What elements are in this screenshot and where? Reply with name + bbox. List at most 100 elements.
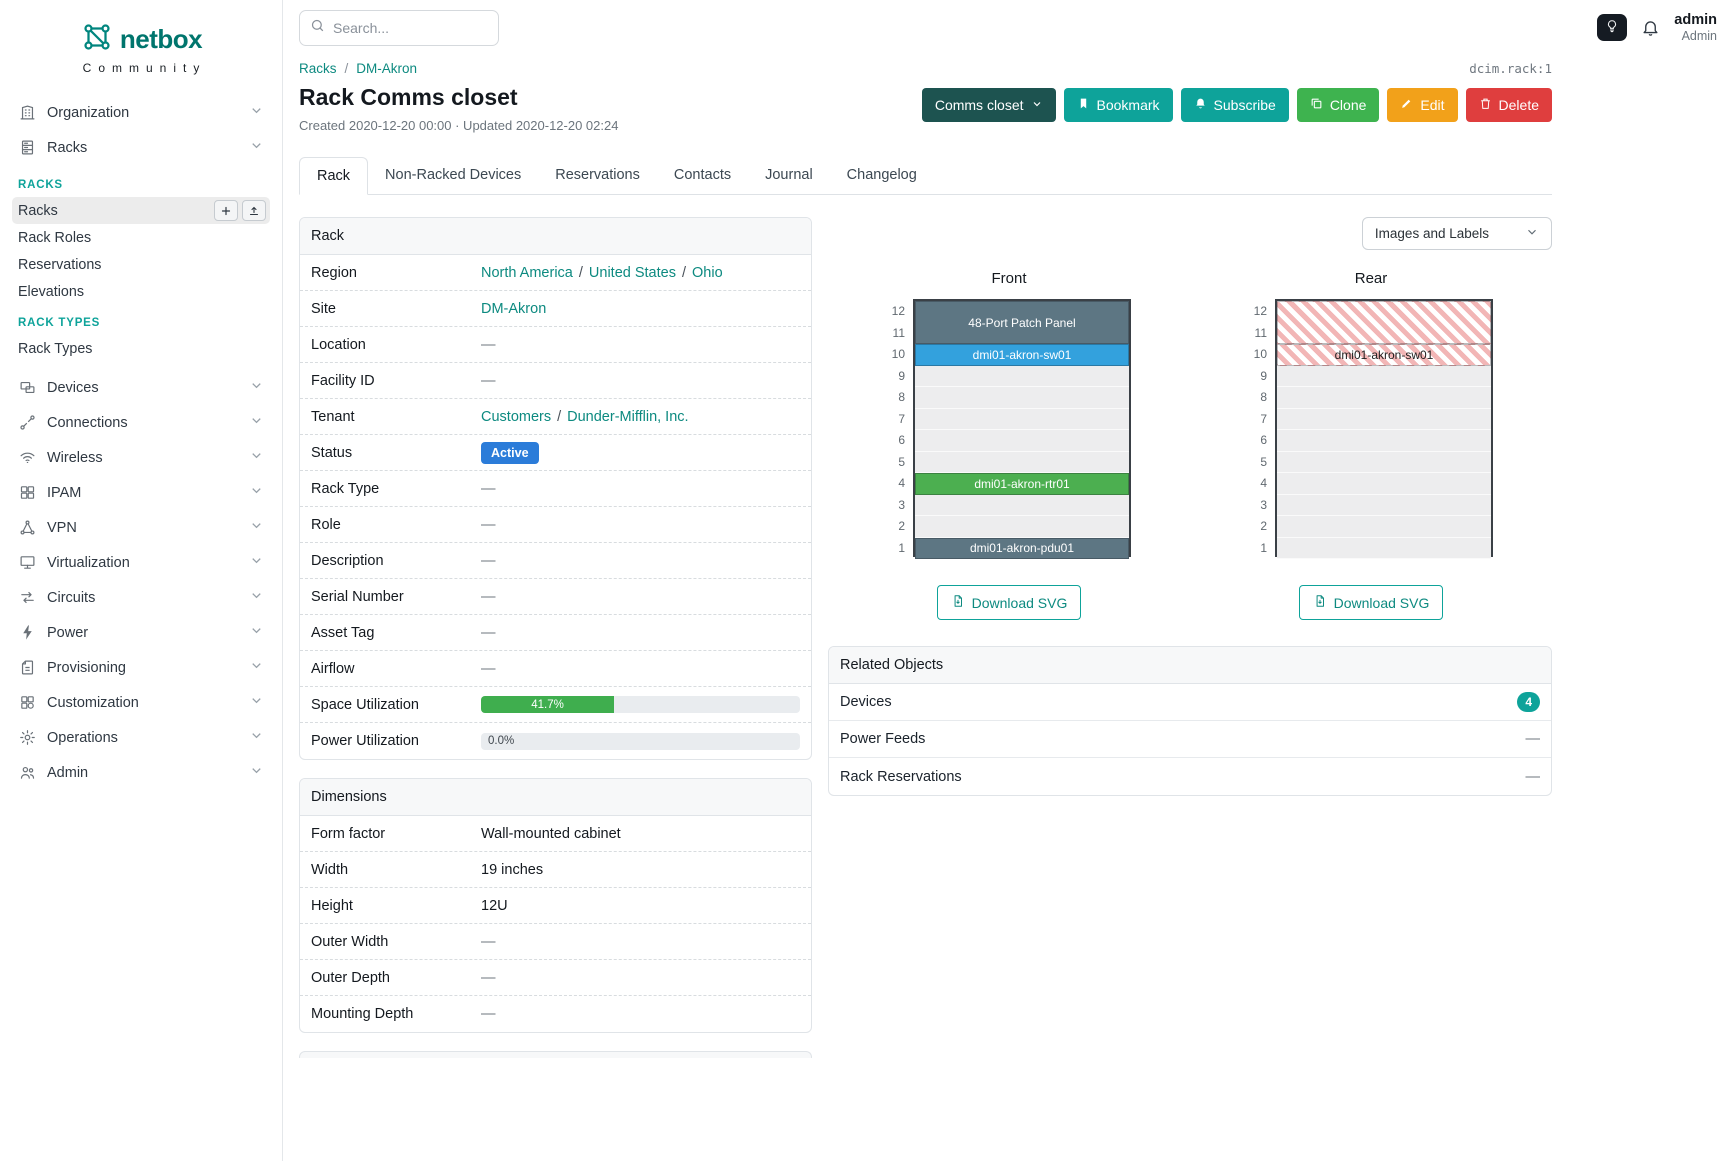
user-menu[interactable]: admin Admin [1674, 11, 1717, 45]
object-identifier: dcim.rack:1 [1469, 61, 1552, 76]
sidebar-item-virtualization[interactable]: Virtualization [12, 545, 270, 580]
rack-slot[interactable] [1277, 516, 1491, 538]
unit-number: 4 [898, 476, 905, 490]
rack-slot[interactable] [915, 408, 1129, 430]
rack-slot[interactable] [1277, 408, 1491, 430]
devices-icon [18, 379, 36, 396]
chevron-down-icon [249, 413, 264, 432]
rack-slot[interactable] [915, 430, 1129, 452]
sidebar-item-provisioning[interactable]: Provisioning [12, 650, 270, 685]
netbox-logo[interactable]: netbox Community [12, 14, 270, 85]
sidebar-item-racks[interactable]: Racks [12, 197, 270, 224]
rack-device[interactable]: dmi01-akron-sw01 [1277, 344, 1491, 366]
region-link[interactable]: United States [588, 264, 676, 281]
front-elevation: Front 12 11 10 9 8 7 6 5 4 3 2 1 48-Port Patch Pane… [828, 270, 1190, 620]
unit-number: 7 [1260, 411, 1267, 426]
edit-button[interactable]: Edit [1387, 88, 1458, 122]
notifications-bell-icon[interactable] [1641, 18, 1660, 37]
sidebar-item-label: Operations [47, 729, 118, 746]
rack-device[interactable]: dmi01-akron-pdu01 [915, 537, 1129, 559]
delete-button[interactable]: Delete [1465, 88, 1552, 122]
sidebar-item-vpn[interactable]: VPN [12, 510, 270, 545]
subnav-item-label: Elevations [18, 283, 84, 300]
sidebar-item-reservations[interactable]: Reservations [12, 251, 270, 278]
tab-contacts[interactable]: Contacts [673, 167, 732, 183]
copy-icon [1310, 97, 1323, 113]
sidebar-item-customization[interactable]: Customization [12, 685, 270, 720]
search-input[interactable] [333, 19, 473, 36]
clone-button[interactable]: Clone [1296, 88, 1380, 122]
unit-number: 8 [898, 390, 905, 404]
rack-slot[interactable] [915, 494, 1129, 516]
region-link[interactable]: Ohio [692, 264, 723, 281]
sidebar-item-devices[interactable]: Devices [12, 370, 270, 405]
region-link[interactable]: North America [481, 264, 573, 281]
sidebar-item-power[interactable]: Power [12, 615, 270, 650]
rack-slot[interactable] [1277, 494, 1491, 516]
related-row-power-feeds[interactable]: Power Feeds — [829, 721, 1551, 758]
related-row-devices[interactable]: Devices 4 [829, 684, 1551, 721]
theme-toggle-button[interactable] [1597, 14, 1628, 41]
tab-reservations[interactable]: Reservations [555, 167, 640, 183]
sidebar-item-ipam[interactable]: IPAM [12, 475, 270, 510]
breadcrumb-link-site[interactable]: DM-Akron [356, 61, 418, 76]
sidebar-item-racks-group[interactable]: Racks [12, 130, 270, 165]
rack-device[interactable]: 48-Port Patch Panel [915, 301, 1129, 344]
unit-number: 8 [1260, 390, 1267, 404]
rack-slot[interactable] [915, 365, 1129, 387]
chevron-down-icon [249, 553, 264, 572]
global-search[interactable] [299, 9, 499, 46]
tenant-group-link[interactable]: Customers [481, 408, 552, 425]
site-link[interactable]: DM-Akron [481, 300, 547, 317]
unit-number: 12 [1253, 304, 1267, 318]
unit-number: 9 [1260, 368, 1267, 383]
sidebar-item-elevations[interactable]: Elevations [12, 278, 270, 305]
breadcrumb-link-racks[interactable]: Racks [299, 61, 337, 76]
rack-slot[interactable] [915, 451, 1129, 473]
rack-device[interactable]: dmi01-akron-rtr01 [915, 473, 1129, 495]
tab-rack[interactable]: Rack [299, 157, 369, 195]
user-name: admin [1674, 11, 1717, 28]
tab-non-racked-devices[interactable]: Non-Racked Devices [385, 167, 522, 183]
category-icon [18, 694, 36, 711]
download-svg-front-button[interactable]: Download SVG [936, 585, 1082, 620]
rack-elevation-front: 48-Port Patch Panel dmi01-akron-sw01 dmi01… [913, 299, 1131, 559]
related-row-rack-reservations[interactable]: Rack Reservations — [840, 768, 1540, 785]
bookmark-button[interactable]: Bookmark [1063, 88, 1173, 122]
download-svg-rear-button[interactable]: Download SVG [1298, 585, 1444, 620]
chevron-down-icon [249, 588, 264, 607]
rack-device[interactable] [1277, 301, 1491, 344]
sidebar-item-admin[interactable]: Admin [12, 755, 270, 790]
rack-slot[interactable] [1277, 451, 1491, 473]
add-rack-button[interactable] [214, 200, 238, 221]
rack-slot[interactable] [1277, 387, 1491, 409]
sidebar-item-circuits[interactable]: Circuits [12, 580, 270, 615]
sidebar-item-organization[interactable]: Organization [12, 95, 270, 130]
tab-journal[interactable]: Journal [765, 167, 813, 183]
import-racks-button[interactable] [242, 200, 266, 221]
sidebar-item-connections[interactable]: Connections [12, 405, 270, 440]
sidebar-item-wireless[interactable]: Wireless [12, 440, 270, 475]
tenant-link[interactable]: Dunder-Mifflin, Inc. [567, 408, 689, 425]
rack-slot[interactable] [1277, 537, 1491, 559]
context-dropdown-button[interactable]: Comms closet [921, 88, 1056, 122]
field-row-facility-id: Facility ID — [300, 363, 811, 399]
elevation-view-select[interactable]: Images and Labels [1361, 217, 1552, 250]
subscribe-button[interactable]: Subscribe [1180, 88, 1289, 122]
field-row-mounting-depth: Mounting Depth — [311, 1006, 496, 1022]
rack-slot[interactable] [1277, 365, 1491, 387]
tab-changelog[interactable]: Changelog [846, 167, 917, 183]
rack-slot[interactable] [915, 516, 1129, 538]
sidebar-item-rack-roles[interactable]: Rack Roles [12, 224, 270, 251]
rack-slot[interactable] [1277, 430, 1491, 452]
rack-slot[interactable] [915, 387, 1129, 409]
rack-slot[interactable] [1277, 473, 1491, 495]
subnav-item-label: Rack Roles [18, 229, 92, 246]
rack-device[interactable]: dmi01-akron-sw01 [915, 344, 1129, 366]
breadcrumb-separator: / [344, 61, 349, 76]
sidebar-item-operations[interactable]: Operations [12, 720, 270, 755]
status-badge: Active [481, 441, 539, 464]
sidebar-item-rack-types[interactable]: Rack Types [12, 335, 270, 362]
sidebar-item-label: Provisioning [47, 659, 126, 676]
